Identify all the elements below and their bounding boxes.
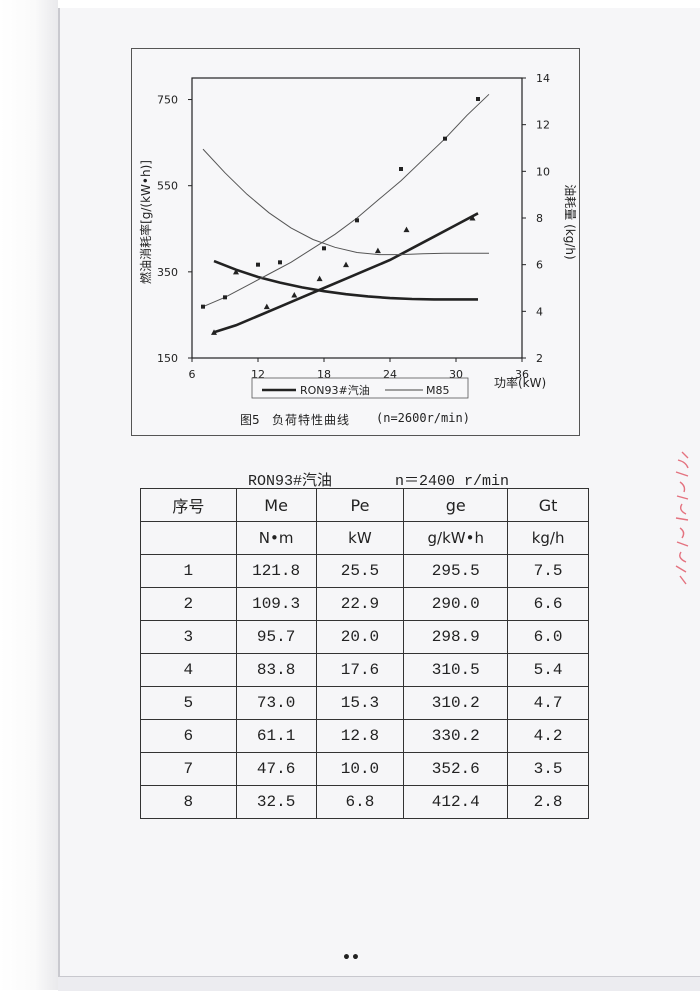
table-cell: 10.0 — [315, 752, 405, 786]
table-header-row: 序号 Me Pe ge Gt — [140, 488, 589, 522]
table-cell: 4 — [140, 653, 237, 687]
figure-number: 图5 — [240, 413, 260, 427]
table-cell: 352.6 — [403, 752, 509, 786]
table-cell: ge — [403, 488, 509, 522]
table-cell: 61.1 — [235, 719, 317, 753]
table-cell: 7 — [140, 752, 237, 786]
table-cell: 5 — [140, 686, 237, 720]
table-cell: 3.5 — [507, 752, 589, 786]
table-cell: Gt — [507, 488, 589, 522]
table-cell: 412.4 — [403, 785, 509, 819]
table-title: RON93#汽油 n＝2400 r/min — [248, 473, 510, 490]
table-cell: 序号 — [140, 488, 237, 522]
figure-condition: (n=2600r/min) — [376, 411, 470, 425]
table-cell: 310.2 — [403, 686, 509, 720]
table-cell: 15.3 — [315, 686, 405, 720]
red-stamp-mark — [675, 451, 689, 585]
table-cell: 4.7 — [507, 686, 589, 720]
table-row: 5 73.0 15.3 310.2 4.7 — [140, 686, 589, 720]
table-cell: g/kW•h — [403, 521, 509, 555]
table-row: 7 47.6 10.0 352.6 3.5 — [140, 752, 589, 786]
table-cell: 310.5 — [403, 653, 509, 687]
table-cell: 5.4 — [507, 653, 589, 687]
table-cell: 6.8 — [315, 785, 405, 819]
figure-frame — [131, 48, 580, 436]
table-cell: 6.0 — [507, 620, 589, 654]
table-cell: 47.6 — [235, 752, 317, 786]
table-row: 2 109.3 22.9 290.0 6.6 — [140, 587, 589, 621]
table-cell: 2 — [140, 587, 237, 621]
table-cell: Pe — [315, 488, 405, 522]
table-cell: 32.5 — [235, 785, 317, 819]
table-cell: 17.6 — [315, 653, 405, 687]
table-cell: 73.0 — [235, 686, 317, 720]
table-cell: Me — [235, 488, 317, 522]
table-cell: 12.8 — [315, 719, 405, 753]
page-gutter — [0, 0, 58, 990]
page-bottom-edge — [58, 976, 700, 991]
table-units-row: N•m kW g/kW•h kg/h — [140, 521, 589, 555]
table-cell: 6.6 — [507, 587, 589, 621]
table-cell: kg/h — [507, 521, 589, 555]
table-row: 4 83.8 17.6 310.5 5.4 — [140, 653, 589, 687]
table-cell — [140, 521, 237, 555]
table-row: 3 95.7 20.0 298.9 6.0 — [140, 620, 589, 654]
table-cell: 95.7 — [235, 620, 317, 654]
table-cell: 7.5 — [507, 554, 589, 588]
table-cell: 121.8 — [235, 554, 317, 588]
table-cell: 290.0 — [403, 587, 509, 621]
table-cell: 25.5 — [315, 554, 405, 588]
table-cell: 295.5 — [403, 554, 509, 588]
table-cell: kW — [315, 521, 405, 555]
table-cell: 83.8 — [235, 653, 317, 687]
table-cell: 4.2 — [507, 719, 589, 753]
table-cell: 3 — [140, 620, 237, 654]
table-cell: 1 — [140, 554, 237, 588]
table-row: 6 61.1 12.8 330.2 4.2 — [140, 719, 589, 753]
table-row: 1 121.8 25.5 295.5 7.5 — [140, 554, 589, 588]
table-row: 8 32.5 6.8 412.4 2.8 — [140, 785, 589, 819]
table-cell: 298.9 — [403, 620, 509, 654]
table-cell: 8 — [140, 785, 237, 819]
table-cell: 22.9 — [315, 587, 405, 621]
figure-title: 负荷特性曲线 — [272, 413, 351, 427]
table-cell: 6 — [140, 719, 237, 753]
table-cell: 109.3 — [235, 587, 317, 621]
table-cell: 330.2 — [403, 719, 509, 753]
table-cell: 2.8 — [507, 785, 589, 819]
page-marker: •• — [342, 950, 360, 966]
data-table: 序号 Me Pe ge Gt N•m kW g/kW•h kg/h 1 121.8 25.5 295.5… — [140, 488, 589, 819]
table-cell: 20.0 — [315, 620, 405, 654]
table-cell: N•m — [235, 521, 317, 555]
